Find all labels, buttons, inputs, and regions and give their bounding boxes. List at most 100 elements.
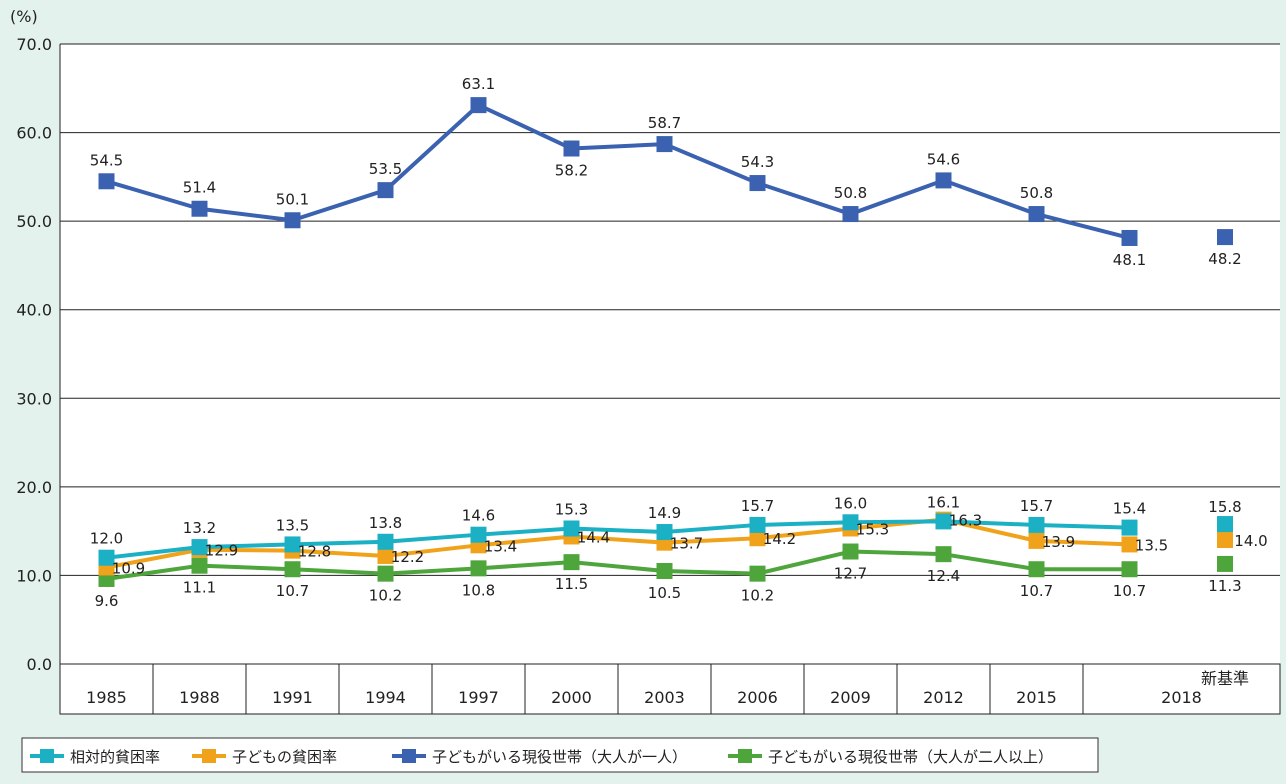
x-tick-label: 1991 (272, 688, 313, 707)
series-2 (98, 97, 1233, 246)
y-tick-label: 0.0 (27, 655, 52, 674)
data-label-new-standard: 15.8 (1208, 498, 1241, 516)
data-label: 11.5 (555, 575, 588, 593)
data-point (470, 526, 487, 543)
data-point (935, 546, 952, 563)
data-point (1028, 532, 1045, 549)
data-point (749, 175, 766, 192)
new-standard-label: 新基準 (1201, 669, 1249, 688)
legend-label: 相対的貧困率 (70, 748, 160, 766)
data-label: 10.2 (369, 587, 402, 605)
data-label: 16.3 (949, 512, 982, 530)
data-label: 12.7 (834, 565, 867, 583)
data-point (563, 520, 580, 537)
series-line (106, 519, 1130, 560)
series-line (106, 549, 1130, 581)
series-0 (98, 513, 1233, 566)
data-label: 53.5 (369, 160, 402, 178)
legend: 相対的貧困率 子どもの貧困率 子どもがいる現役世帯（大人が一人） 子どもがいる現役世帯… (21, 737, 1099, 773)
x-tick-label: 2015 (1016, 688, 1057, 707)
legend-swatch-marker (202, 749, 216, 763)
data-label-new-standard: 14.0 (1234, 532, 1267, 550)
data-label: 14.6 (462, 507, 495, 525)
data-label: 10.9 (112, 559, 145, 577)
y-tick-label: 70.0 (16, 35, 52, 54)
y-tick-label: 30.0 (16, 389, 52, 408)
data-label: 9.6 (95, 592, 119, 610)
data-label: 10.5 (648, 584, 681, 602)
x-tick-label: 2009 (830, 688, 871, 707)
data-point (98, 549, 115, 566)
data-label: 12.8 (298, 543, 331, 561)
data-point (377, 565, 394, 582)
data-label: 14.4 (577, 528, 610, 546)
data-label: 54.6 (927, 150, 960, 168)
data-point (284, 212, 301, 229)
y-axis-unit-label: (%) (10, 7, 38, 26)
data-label: 12.0 (90, 530, 123, 548)
data-point (935, 172, 952, 189)
y-axis: (%) 0.0 10.0 20.0 30.0 40.0 50.0 60.0 70.0 (10, 7, 61, 674)
data-point (656, 524, 673, 541)
data-label: 13.4 (484, 537, 517, 555)
data-label: 50.8 (1020, 184, 1053, 202)
data-point (1121, 229, 1138, 246)
y-tick-label: 60.0 (16, 124, 52, 143)
x-tick-label: 1994 (365, 688, 406, 707)
data-point (284, 536, 301, 553)
x-tick-label: 2000 (551, 688, 592, 707)
data-point (563, 140, 580, 157)
data-label: 58.2 (555, 162, 588, 180)
data-label-new-standard: 11.3 (1208, 577, 1241, 595)
data-point (1028, 516, 1045, 533)
data-label: 15.4 (1113, 500, 1146, 518)
data-point (749, 516, 766, 533)
data-label: 16.1 (927, 493, 960, 511)
data-point (191, 557, 208, 574)
data-label: 50.1 (276, 190, 309, 208)
data-point (191, 539, 208, 556)
y-tick-label: 10.0 (16, 566, 52, 585)
data-point (1121, 536, 1138, 553)
data-point (284, 561, 301, 578)
data-point (1028, 561, 1045, 578)
data-point (935, 513, 952, 530)
data-label: 10.2 (741, 587, 774, 605)
data-label: 12.4 (927, 567, 960, 585)
data-label-new-standard: 48.2 (1208, 250, 1241, 268)
data-label: 12.2 (391, 548, 424, 566)
data-label: 14.2 (763, 530, 796, 548)
data-label: 50.8 (834, 184, 867, 202)
x-tick-label: 2006 (737, 688, 778, 707)
legend-swatch-marker (402, 749, 416, 763)
x-tick-label: 2018 (1161, 688, 1202, 707)
data-labels: 12.0 13.2 13.5 13.8 14.6 15.3 14.9 15.7 16.0 16.1… (90, 75, 1268, 610)
data-label: 15.7 (1020, 497, 1053, 515)
data-point-new-standard (1217, 555, 1233, 572)
y-tick-label: 40.0 (16, 301, 52, 320)
data-point (1028, 206, 1045, 223)
x-axis: 1985 1988 1991 1994 1997 2000 2003 2006 2009 2012… (59, 663, 1281, 715)
data-label: 54.3 (741, 153, 774, 171)
data-point (842, 543, 859, 560)
x-axis-table (59, 663, 1281, 715)
x-tick-label: 2003 (644, 688, 685, 707)
data-label: 11.1 (183, 579, 216, 597)
data-label: 58.7 (648, 114, 681, 132)
data-label: 14.9 (648, 504, 681, 522)
data-point-new-standard (1217, 229, 1233, 246)
data-label: 13.5 (276, 516, 309, 534)
y-tick-label: 50.0 (16, 212, 52, 231)
data-point (470, 560, 487, 577)
data-point-new-standard (1217, 516, 1233, 533)
data-label: 13.7 (670, 535, 703, 553)
data-label: 15.3 (856, 520, 889, 538)
data-label: 13.5 (1135, 536, 1168, 554)
data-point (842, 206, 859, 223)
legend-swatch-marker (738, 749, 752, 763)
data-point (656, 136, 673, 153)
data-point (749, 530, 766, 547)
series-group: 12.0 13.2 13.5 13.8 14.6 15.3 14.9 15.7 16.0 16.1… (90, 75, 1268, 610)
data-label: 13.9 (1042, 533, 1075, 551)
data-label: 16.0 (834, 494, 867, 512)
